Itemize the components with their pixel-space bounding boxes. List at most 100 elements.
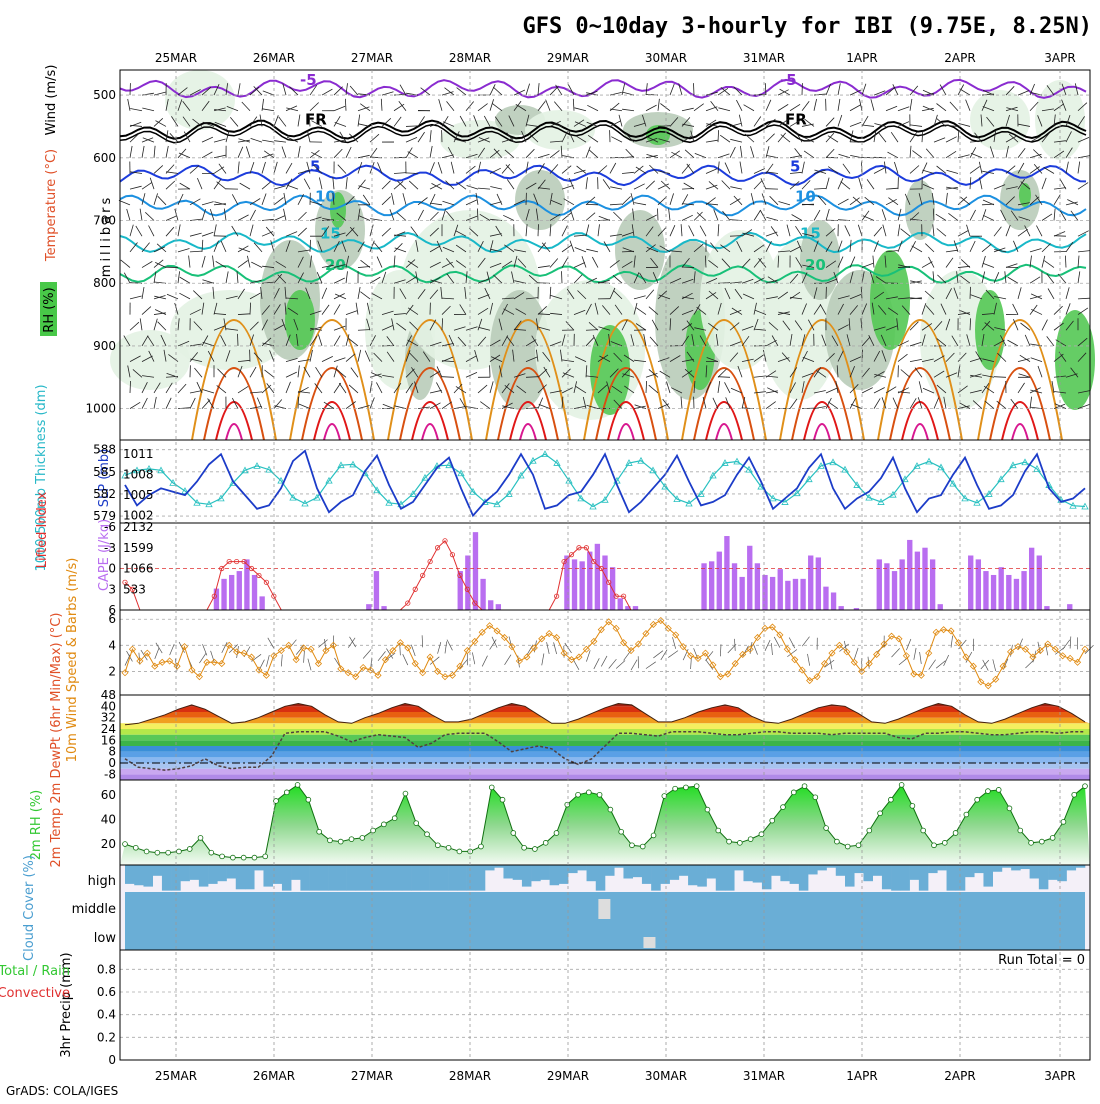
lifted-ytick-label: -6 (104, 520, 116, 534)
cloud-high-cell (697, 865, 707, 887)
cloud-high-cell (208, 865, 218, 884)
cloud-high-cell (227, 865, 237, 879)
date-label-top: 26MAR (253, 51, 295, 65)
cloud-high-cell (356, 865, 366, 891)
rh2m-point (306, 797, 311, 802)
rh2m-point (1007, 806, 1012, 811)
cloud-high-cell (282, 865, 292, 891)
cape-bar (831, 592, 836, 610)
rh2m-point (619, 829, 624, 834)
rh2m-point (392, 816, 397, 821)
cloud-high-cell (743, 865, 753, 881)
cape-bar (724, 536, 729, 610)
cape-bar (237, 571, 242, 610)
wind-barb (130, 381, 131, 393)
cloud-high-cell (1011, 865, 1021, 870)
rh2m-point (252, 855, 257, 860)
date-label-bottom: 2APR (944, 1069, 975, 1083)
rh2m-point (284, 790, 289, 795)
run-total-label: Run Total = 0 (998, 953, 1085, 968)
cape-bar (983, 571, 988, 610)
wind-barb (562, 271, 563, 283)
rh2m-point (867, 828, 872, 833)
cloud-high-cell (180, 865, 190, 881)
rh2m-point (640, 844, 645, 849)
rh-blob (285, 290, 315, 350)
wind10-ytick-label: 6 (108, 612, 116, 626)
isotherm-label: FR (305, 111, 327, 129)
cloud-high-cell (374, 865, 384, 891)
cloud-high-cell (125, 865, 135, 884)
precip-ytick-label: 0 (108, 1053, 116, 1067)
cloud-high-cell (762, 865, 772, 889)
cape-bar (808, 555, 813, 610)
rh2m-point (953, 831, 958, 836)
rh2m-point (522, 845, 527, 850)
temp-band (120, 723, 1090, 729)
cape-bar (999, 567, 1004, 610)
temp-band (120, 774, 1090, 780)
cloud-high-cell (808, 865, 818, 874)
temp-band (120, 735, 1090, 741)
cloud-high-cell (651, 865, 661, 891)
cloud-high-cell (365, 865, 375, 891)
cloud-high-cell (568, 865, 578, 873)
thickness-ytick-label: 582 (93, 487, 116, 501)
rh2m-ytick-label: 20 (101, 837, 116, 851)
rh2m-point (802, 784, 807, 789)
cape-bar (968, 555, 973, 610)
cloud-high-cell (236, 865, 246, 889)
cloud-high-cell (420, 865, 430, 891)
rh2m-point (683, 785, 688, 790)
rh2m-point (403, 791, 408, 796)
cape-bar (572, 559, 577, 610)
temp-side-labels: 2m Temp 2m DewPt (6hr Min/Max) (°C) (49, 613, 64, 868)
wind-barb (694, 83, 695, 95)
cloud-high-cell (254, 865, 264, 870)
slp-ytick-label: 1011 (123, 447, 154, 461)
rh2m-point (144, 849, 149, 854)
rh2m-point (932, 843, 937, 848)
cloud-high-cell (540, 865, 550, 880)
wind10-side-labels: 10m Wind Speed & Barbs (m/s) (65, 558, 80, 763)
cape-bar (762, 575, 767, 610)
rh2m-point (479, 844, 484, 849)
precip-ytick-label: 0.8 (97, 962, 116, 976)
rh2m-point (986, 789, 991, 794)
lifted-ytick-label: 3 (108, 582, 116, 596)
date-label-top: 3APR (1044, 51, 1075, 65)
rh2m-point (748, 837, 753, 842)
cloud-high-cell (836, 865, 846, 876)
cape-bar (595, 544, 600, 610)
rh2m-point (414, 821, 419, 826)
rh2m-point (942, 840, 947, 845)
temperature-label: Temperature (°C) (44, 149, 59, 262)
cloud-high-cell (863, 865, 873, 881)
upper-ylabel: millibars (99, 195, 114, 277)
cloud-high-cell (845, 865, 855, 887)
cloud-high-cell (476, 865, 486, 891)
cloud-high-cell (910, 865, 920, 880)
cloud-high-cell (300, 865, 310, 891)
cloud-high-cell (503, 865, 513, 879)
wind10-label: 10m Wind Speed & Barbs (m/s) (65, 558, 80, 763)
rh2m-point (338, 839, 343, 844)
upper-ytick-label: 600 (93, 151, 116, 165)
rh2m-point (198, 835, 203, 840)
cloud-high-cell (411, 865, 421, 891)
rh2m-point (155, 850, 160, 855)
rh2m-point (1061, 819, 1066, 824)
rh2m-point (824, 826, 829, 831)
cape-bar (1006, 575, 1011, 610)
cloud-high-cell (467, 865, 477, 891)
cloud-high-cell (153, 865, 163, 876)
cloud-high-cell (1030, 865, 1040, 879)
rh2m-point (975, 797, 980, 802)
cloud-high-cell (956, 865, 966, 891)
cloud-row-label: low (94, 931, 117, 946)
rh2m-point (1083, 784, 1088, 789)
cape-bar (1021, 571, 1026, 610)
rh2m-point (813, 795, 818, 800)
rh2m-point (328, 838, 333, 843)
